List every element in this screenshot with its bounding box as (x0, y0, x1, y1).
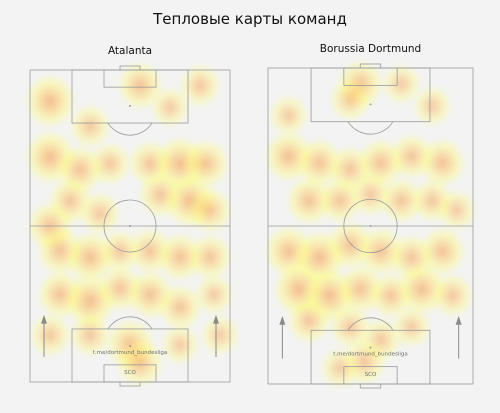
heat-spot (116, 338, 164, 389)
heat-spot (286, 297, 332, 345)
heat-spot (178, 63, 222, 108)
pitch-lines (267, 63, 474, 389)
heat-spot (150, 86, 190, 129)
attack-direction-arrow (41, 314, 47, 358)
attack-direction-arrow (279, 316, 286, 359)
attack-direction-arrow (213, 314, 219, 358)
heat-spot (24, 73, 76, 129)
centre-circle (103, 199, 157, 253)
heat-spot (418, 138, 466, 188)
watermark-short: SCO (124, 370, 136, 376)
chart-title: Тепловые карты команд (153, 10, 347, 28)
heat-spot (268, 94, 309, 137)
heat-spot (200, 314, 240, 357)
penalty-spot-bottom (369, 346, 372, 349)
heatmap-atalanta: t.me/dortmund_bundesliga SCO (24, 60, 240, 389)
penalty-spot-bottom (129, 345, 131, 348)
heat-spot (431, 273, 474, 318)
heat-layer (24, 60, 240, 389)
goal-top (359, 63, 382, 69)
heat-spot (157, 283, 203, 331)
heat-spot (137, 171, 183, 219)
centre-circle (343, 198, 398, 254)
heat-spot (412, 84, 452, 127)
heat-layer (263, 59, 477, 390)
pitch-lines (29, 65, 231, 387)
heat-spot (68, 312, 112, 358)
penalty-arc-bottom (107, 316, 153, 330)
heat-spot (328, 77, 372, 122)
heat-spot (378, 177, 424, 225)
heat-spot (319, 347, 360, 390)
penalty-spot-top (129, 104, 131, 107)
heatmap-dortmund: t.me/dortmund_bundesliga SCO (263, 59, 477, 390)
penalty-arc-bottom (347, 317, 394, 331)
pitch-title-atalanta: Atalanta (107, 45, 153, 57)
heat-spot (187, 233, 233, 281)
heat-spot (160, 323, 200, 366)
goal-bottom (359, 383, 382, 389)
heat-spot (194, 273, 234, 316)
heat-spot (187, 186, 233, 234)
heat-spot (391, 306, 432, 349)
goal-top (119, 65, 141, 71)
penalty-arc-top (347, 121, 394, 135)
heat-spot (88, 141, 132, 186)
heat-spot (68, 103, 112, 149)
heat-spot (78, 191, 122, 236)
watermark-text: t.me/dortmund_bundesliga (93, 350, 167, 356)
watermark-short: SCO (365, 372, 377, 378)
heat-spot (418, 226, 466, 277)
centre-spot (129, 225, 131, 227)
penalty-arc-top (107, 122, 153, 136)
watermark-text: t.me/dortmund_bundesliga (333, 352, 407, 358)
goal-bottom (119, 381, 141, 387)
pitch-title-dortmund: Borussia Dortmund (319, 43, 422, 55)
heat-spot (381, 62, 422, 105)
centre-spot (369, 225, 372, 227)
attack-direction-arrow (455, 316, 462, 359)
penalty-spot-top (369, 103, 372, 106)
heat-spot (116, 60, 164, 111)
heat-spot (28, 312, 72, 358)
heat-spot (436, 189, 477, 232)
